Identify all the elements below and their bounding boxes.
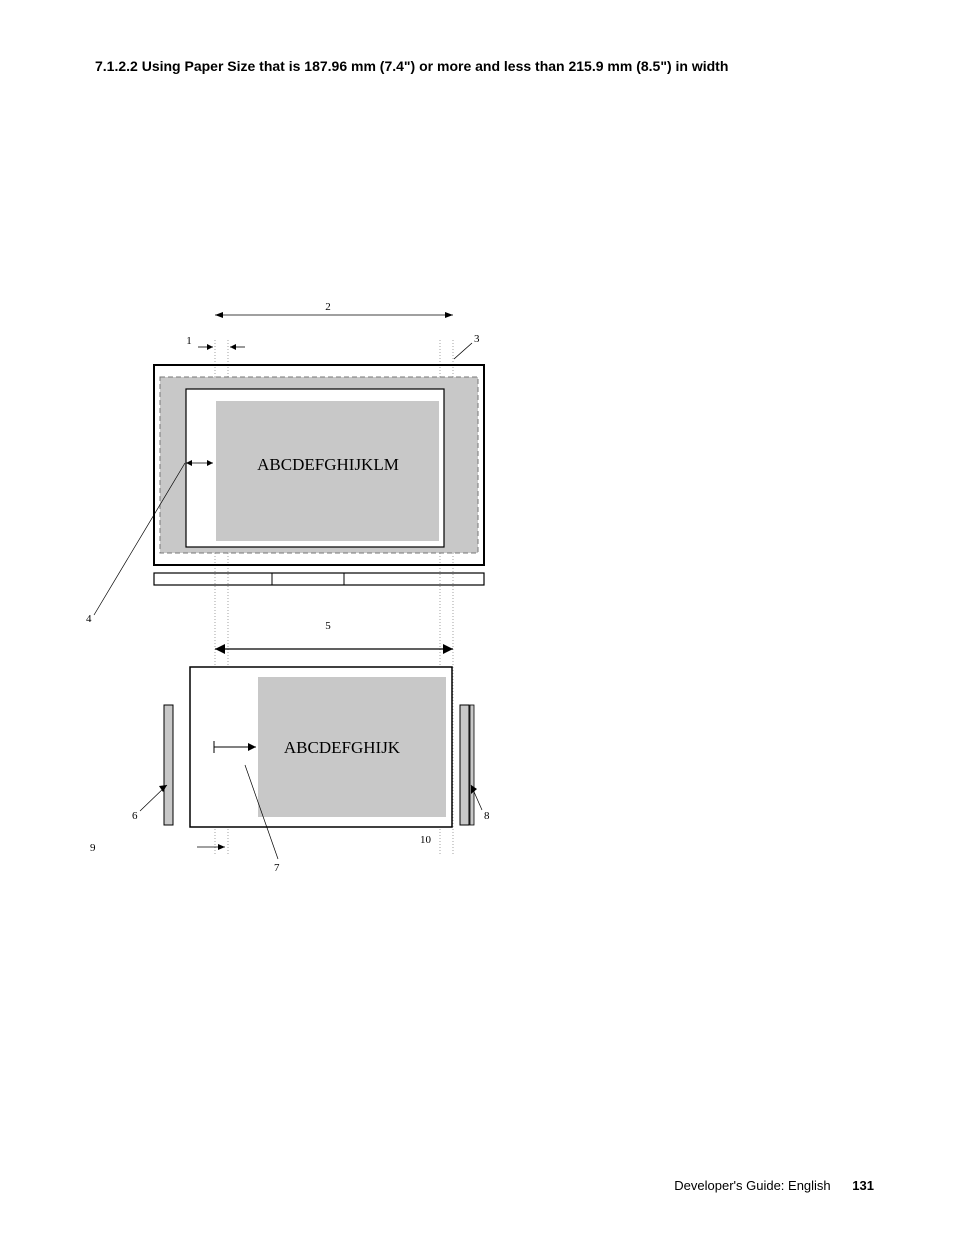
footer-text: Developer's Guide: English [674, 1178, 830, 1193]
page-number: 131 [852, 1178, 874, 1193]
page-footer: Developer's Guide: English 131 [674, 1178, 874, 1193]
label-1: 1 [186, 335, 192, 347]
label-10: 10 [420, 834, 432, 846]
label-3: 3 [474, 333, 480, 345]
diagram-text-top: ABCDEFGHIJKLM [257, 455, 399, 474]
label-7: 7 [274, 862, 280, 874]
section-heading: 7.1.2.2 Using Paper Size that is 187.96 … [95, 58, 728, 74]
diagram-svg: 2 1 3 ABCDEFGHIJKLM 4 5 ABCDEFGHIJK [82, 295, 512, 875]
diagram-text-bottom: ABCDEFGHIJK [284, 738, 401, 757]
label-5: 5 [325, 620, 331, 632]
label-9: 9 [90, 842, 96, 854]
label-2: 2 [325, 301, 331, 313]
diagram-container: 2 1 3 ABCDEFGHIJKLM 4 5 ABCDEFGHIJK [82, 295, 512, 875]
label-6: 6 [132, 810, 138, 822]
label-8: 8 [484, 810, 490, 822]
label-4: 4 [86, 613, 92, 625]
